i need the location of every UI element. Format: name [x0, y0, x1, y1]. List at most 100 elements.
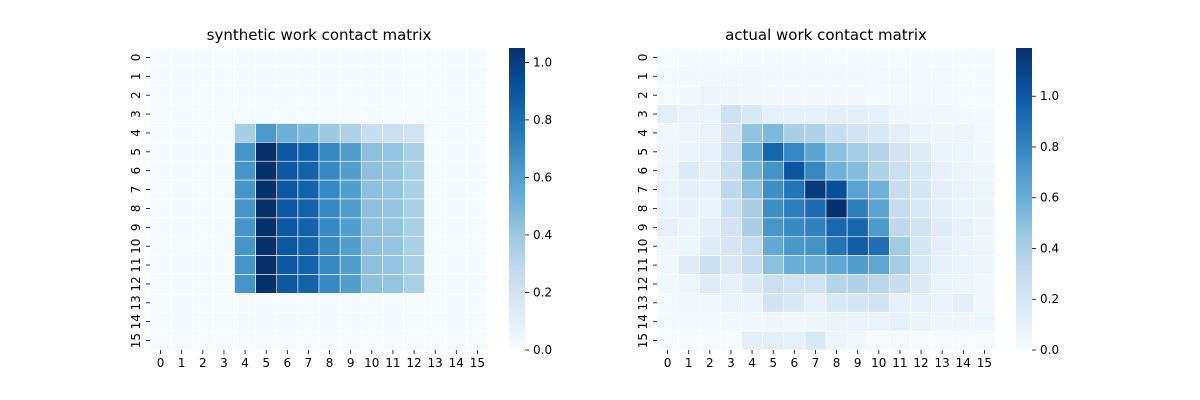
synthetic-cell-12-11 — [382, 274, 404, 294]
actual-y-tick-label: 15 — [636, 333, 650, 348]
synthetic-y-tick-label: 4 — [129, 129, 143, 137]
synthetic-cell-4-1 — [170, 123, 193, 143]
actual-cell-11-1 — [677, 255, 700, 275]
actual-cell-7-2 — [698, 179, 721, 200]
synthetic-cell-13-0 — [149, 293, 172, 313]
actual-cell-3-3 — [720, 104, 742, 124]
synthetic-cell-6-3 — [213, 160, 235, 181]
synthetic-colorbar-tick-label: 0.6 — [533, 170, 552, 184]
actual-cell-14-6 — [783, 311, 806, 332]
actual-cell-1-12 — [910, 66, 932, 87]
actual-x-tick-label: 2 — [706, 356, 714, 370]
actual-cell-9-10 — [867, 217, 890, 238]
actual-cell-0-3 — [720, 47, 742, 68]
synthetic-x-ticks: 0 1 2 3 4 5 6 7 8 9 10 11 12 13 14 15 — [157, 350, 485, 370]
synthetic-cell-3-2 — [191, 104, 214, 124]
synthetic-cell-7-8 — [318, 179, 341, 200]
actual-cell-8-7 — [804, 198, 827, 219]
actual-cell-7-7 — [804, 179, 827, 200]
synthetic-x-tick-label: 6 — [283, 356, 291, 370]
synthetic-cell-2-1 — [170, 85, 193, 105]
actual-cell-12-4 — [741, 274, 763, 294]
actual-x-tick-label: 1 — [685, 356, 693, 370]
actual-x-tick-label: 3 — [727, 356, 735, 370]
synthetic-cell-7-2 — [191, 179, 214, 200]
synthetic-cell-12-2 — [191, 274, 214, 294]
actual-cell-15-10 — [867, 330, 890, 351]
actual-x-tick-label: 0 — [664, 356, 672, 370]
synthetic-y-tick-label: 11 — [129, 257, 143, 272]
actual-cell-7-6 — [783, 179, 806, 200]
actual-cell-9-1 — [677, 217, 700, 238]
synthetic-cell-9-4 — [234, 217, 256, 238]
synthetic-cell-1-14 — [445, 66, 468, 87]
synthetic-cell-4-0 — [149, 123, 172, 143]
actual-cell-10-3 — [720, 236, 742, 256]
actual-cell-1-15 — [973, 66, 996, 87]
synthetic-cell-9-6 — [276, 217, 299, 238]
actual-cell-14-3 — [720, 311, 742, 332]
synthetic-cell-2-6 — [276, 85, 299, 105]
synthetic-cell-2-7 — [297, 85, 320, 105]
actual-x-tick-label: 4 — [748, 356, 756, 370]
actual-cell-14-11 — [889, 311, 911, 332]
synthetic-y-tick-label: 0 — [129, 54, 143, 62]
synthetic-cell-11-12 — [403, 255, 425, 275]
actual-x-tick-label: 11 — [892, 356, 907, 370]
actual-cell-8-9 — [846, 198, 869, 219]
synthetic-x-tick-label: 4 — [241, 356, 249, 370]
synthetic-cell-3-15 — [466, 104, 489, 124]
actual-cell-9-9 — [846, 217, 869, 238]
synthetic-cell-7-10 — [360, 179, 383, 200]
actual-x-tick-label: 9 — [854, 356, 862, 370]
synthetic-cell-8-0 — [149, 198, 172, 219]
actual-cell-1-11 — [889, 66, 911, 87]
actual-cell-1-8 — [825, 66, 848, 87]
synthetic-colorbar: 0.0 0.2 0.4 0.6 0.8 1.0 — [509, 48, 552, 357]
synthetic-cell-13-4 — [234, 293, 256, 313]
synthetic-cell-4-5 — [255, 123, 278, 143]
synthetic-cell-1-5 — [255, 66, 278, 87]
synthetic-cell-2-3 — [213, 85, 235, 105]
synthetic-cell-1-12 — [403, 66, 425, 87]
synthetic-cell-11-15 — [466, 255, 489, 275]
actual-cell-13-6 — [783, 293, 806, 313]
synthetic-cell-3-10 — [360, 104, 383, 124]
synthetic-cell-2-14 — [445, 85, 468, 105]
synthetic-cell-6-8 — [318, 160, 341, 181]
actual-cell-10-5 — [762, 236, 785, 256]
synthetic-cell-4-9 — [339, 123, 362, 143]
actual-cell-14-10 — [867, 311, 890, 332]
actual-cell-7-14 — [952, 179, 975, 200]
actual-cell-3-15 — [973, 104, 996, 124]
actual-cell-3-6 — [783, 104, 806, 124]
actual-x-tick-label: 5 — [769, 356, 777, 370]
actual-cell-12-10 — [867, 274, 890, 294]
actual-cell-11-9 — [846, 255, 869, 275]
actual-cell-8-6 — [783, 198, 806, 219]
actual-cell-13-4 — [741, 293, 763, 313]
actual-y-tick-label: 8 — [636, 205, 650, 213]
synthetic-cell-8-10 — [360, 198, 383, 219]
actual-y-tick-label: 1 — [636, 72, 650, 80]
actual-cell-7-12 — [910, 179, 932, 200]
synthetic-cell-6-7 — [297, 160, 320, 181]
actual-cell-13-13 — [931, 293, 954, 313]
actual-cell-1-10 — [867, 66, 890, 87]
synthetic-cell-2-2 — [191, 85, 214, 105]
synthetic-cell-0-8 — [318, 47, 341, 68]
actual-cell-15-14 — [952, 330, 975, 351]
actual-cell-13-3 — [720, 293, 742, 313]
actual-cell-11-13 — [931, 255, 954, 275]
actual-cell-9-4 — [741, 217, 763, 238]
actual-cell-15-1 — [677, 330, 700, 351]
synthetic-y-tick-label: 14 — [129, 314, 143, 329]
actual-cell-1-1 — [677, 66, 700, 87]
synthetic-cell-3-11 — [382, 104, 404, 124]
actual-y-tick-label: 13 — [636, 295, 650, 310]
synthetic-colorbar-tick-label: 0.8 — [533, 113, 552, 127]
synthetic-x-tick-label: 13 — [428, 356, 443, 370]
synthetic-cell-9-12 — [403, 217, 425, 238]
synthetic-cell-11-4 — [234, 255, 256, 275]
actual-cell-10-0 — [656, 236, 679, 256]
